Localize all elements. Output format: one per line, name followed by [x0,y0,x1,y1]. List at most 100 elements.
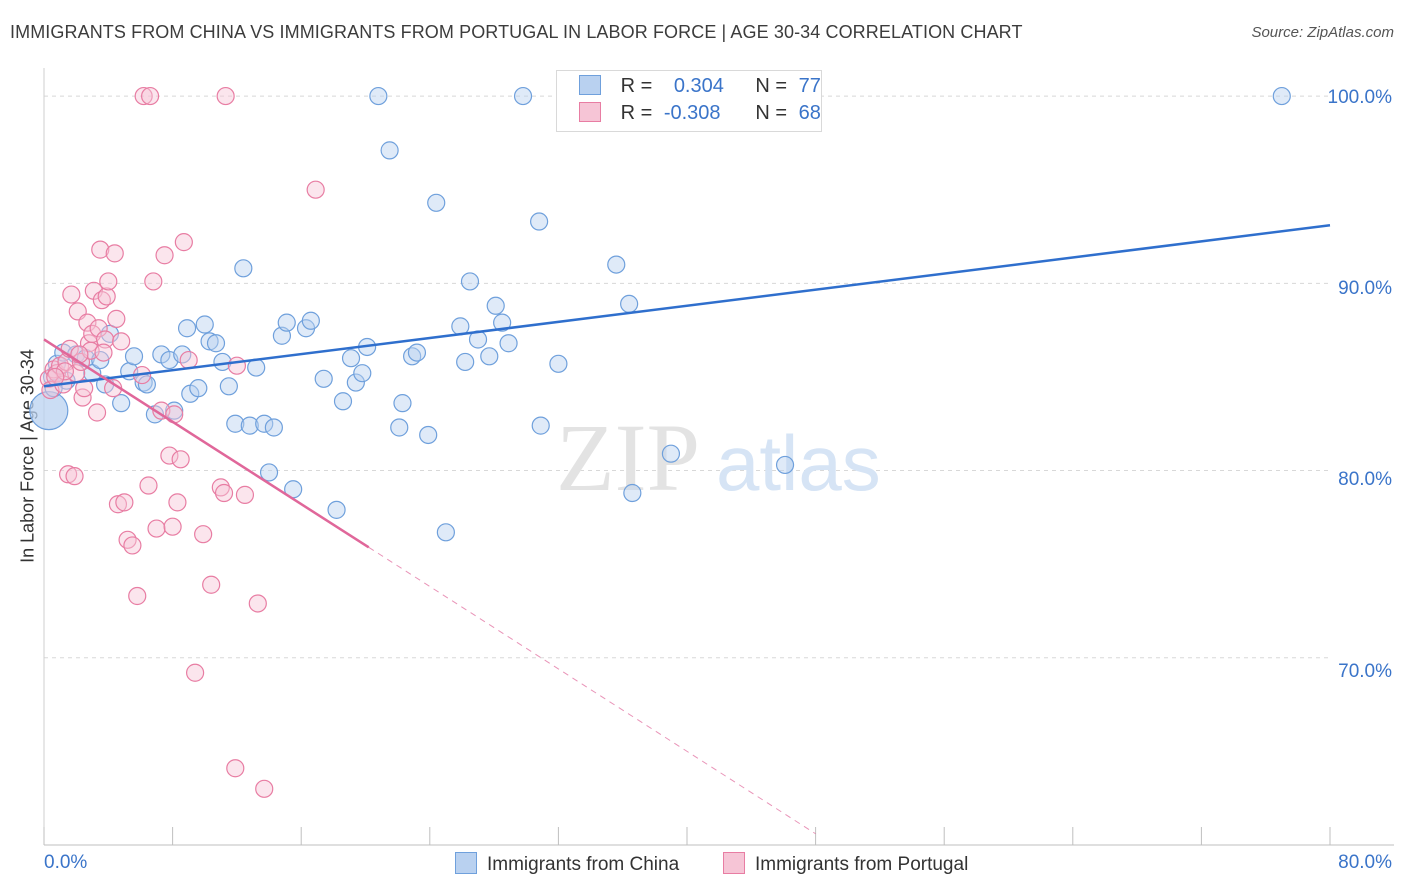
china-point [206,334,226,353]
portugal-point [168,493,187,512]
portugal-point [171,450,190,469]
china-point [775,455,795,475]
portugal-point [97,287,116,306]
portugal-point [134,86,153,106]
portugal-point [91,240,110,259]
china-point [327,500,346,519]
china-point [393,394,412,413]
portugal-point [62,285,81,304]
china-point [255,414,274,433]
portugal-point [216,86,235,106]
portugal-point [89,319,108,338]
portugal-point [194,525,213,544]
china-point [390,418,409,437]
china-point [333,392,353,411]
portugal-point [202,575,221,594]
legend-row-portugal: R = -0.308 N = 68 [579,102,821,125]
portugal-point [128,586,147,606]
china-point [200,332,219,351]
portugal-point [73,388,92,407]
legend-item-portugal[interactable]: Immigrants from Portugal [723,852,968,876]
china-point [264,418,283,437]
china-point [493,313,512,332]
portugal-point [140,86,160,106]
china-point [259,463,279,482]
portugal-point [78,313,97,332]
portugal-trend-line [43,338,370,549]
legend-item-china[interactable]: Immigrants from China [455,852,679,876]
portugal-point [186,663,205,682]
portugal-point [112,332,131,351]
legend-china-swatch [455,852,477,874]
watermark-atlas: atlas [716,419,881,507]
china-point [436,523,455,542]
china-point [341,349,361,368]
china-point [29,391,69,431]
china-point [369,86,388,106]
portugal-point [155,246,174,265]
china-point [661,444,681,463]
trend-lines [43,224,1331,835]
portugal-point [75,379,94,398]
china-point [480,347,499,366]
china-point [380,141,399,160]
portugal-point [59,465,78,484]
china-point [486,296,505,315]
portugal-point [107,309,126,328]
portugal-point [115,493,134,512]
portugal-point [70,345,89,364]
x-tick-min: 0.0% [44,852,88,873]
china-point [277,313,296,332]
portugal-point [87,403,107,422]
portugal-r-value: -0.308 [663,102,721,124]
portugal-point [144,272,163,291]
stats-legend: R = 0.304 N = 77 R = -0.308 N = 68 [556,70,822,132]
china-point [219,377,238,396]
china-n-value: 77 [798,75,821,97]
portugal-trend-extension [368,546,816,835]
watermark: ZIP atlas [556,404,881,511]
china-point [240,416,259,435]
china-point [189,379,208,398]
portugal-point [94,343,113,362]
china-swatch [579,75,601,95]
portugal-point [226,759,245,778]
china-point [124,347,144,366]
china-point [137,375,156,394]
y-tick-100: 100.0% [1327,87,1392,108]
axes [43,68,1394,846]
portugal-point [118,530,137,549]
china-point [1272,86,1291,106]
x-tick-max: 80.0% [1338,852,1392,873]
portugal-point [95,330,115,349]
portugal-point [139,476,158,495]
china-point [301,311,320,330]
portugal-point [108,495,128,514]
portugal-point [160,446,179,465]
y-tick-90: 90.0% [1338,278,1392,299]
china-point [234,259,253,278]
portugal-r-label: R = [620,102,653,124]
portugal-point [214,483,234,503]
china-point [427,193,446,212]
portugal-point [65,467,84,486]
china-point [195,315,214,334]
portugal-point [105,244,124,263]
y-tick-80: 80.0% [1338,469,1392,490]
portugal-point [179,350,198,370]
china-point [607,255,626,274]
portugal-n-label: N = [755,102,788,124]
china-r-label: R = [620,75,653,97]
y-tick-70: 70.0% [1338,661,1392,682]
china-point [177,319,197,338]
china-point [531,416,550,435]
portugal-point [147,519,166,538]
portugal-point [306,180,325,199]
china-point [353,364,372,383]
portugal-points [39,86,325,798]
legend-row-china: R = 0.304 N = 77 [579,75,821,98]
portugal-point [235,485,255,504]
portugal-point [248,594,267,613]
china-point [460,272,480,291]
